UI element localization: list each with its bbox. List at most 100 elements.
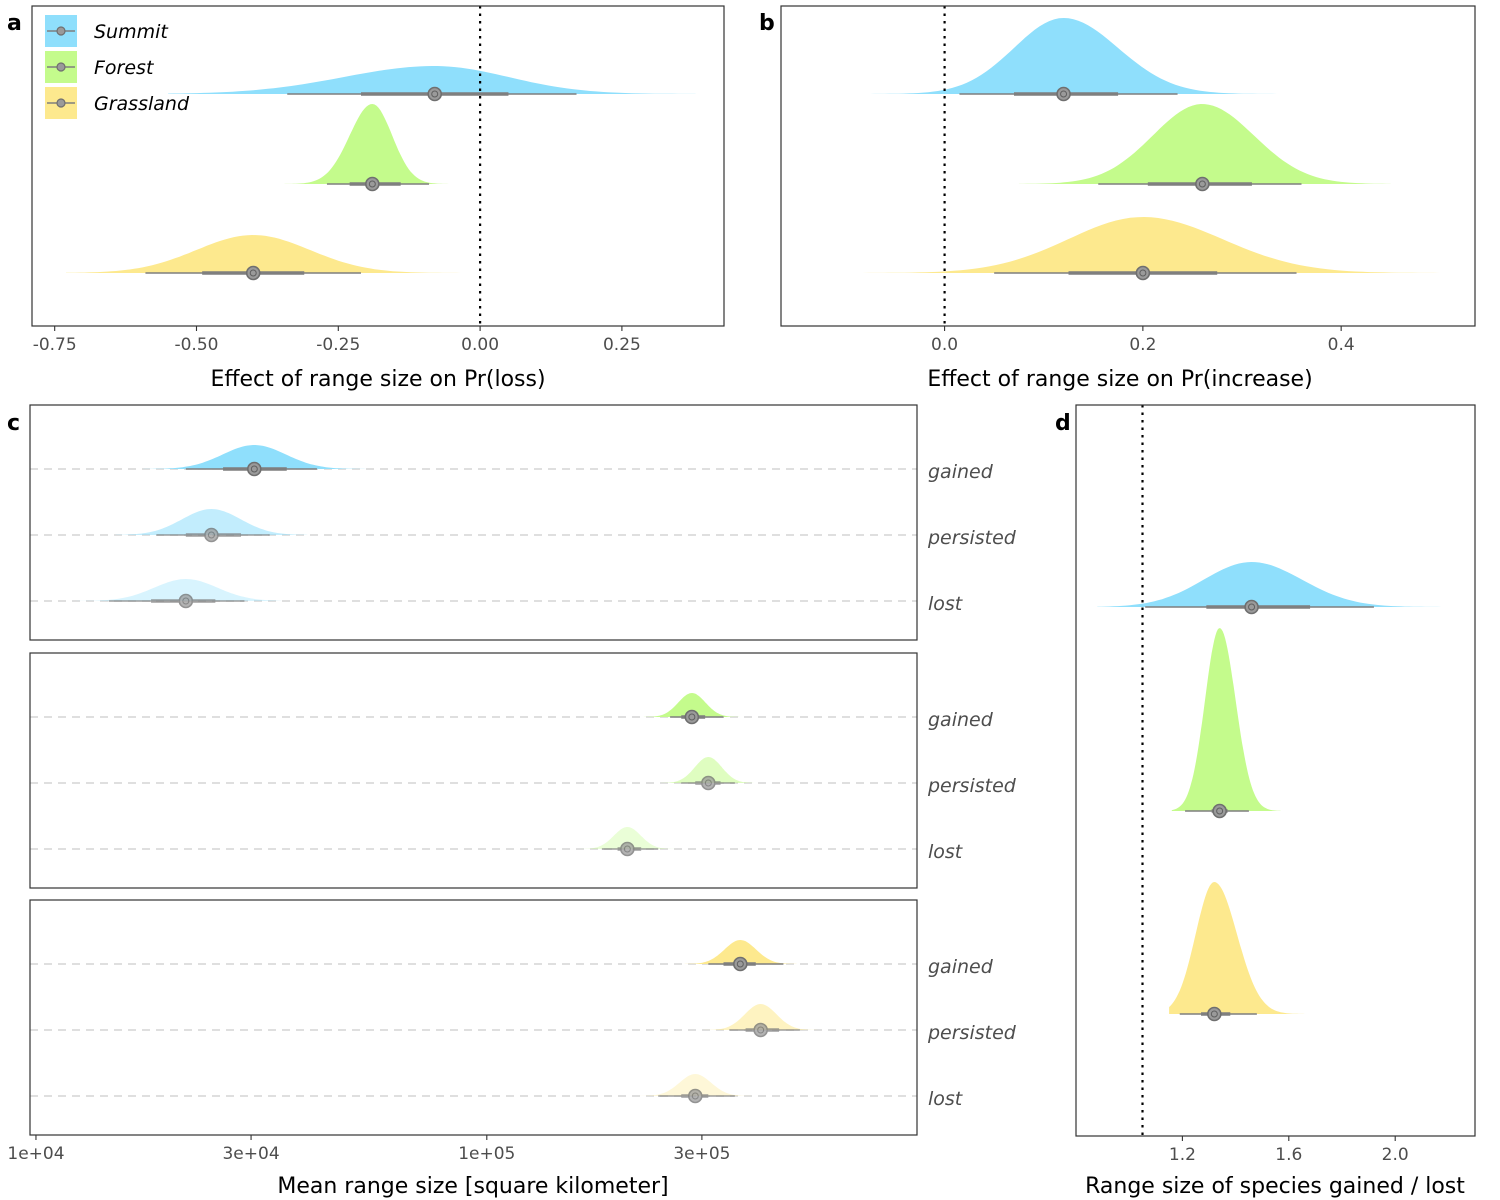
panel-c-row-label-lost: lost [928, 1088, 964, 1110]
panel-d-density-forest [1171, 628, 1281, 811]
panel-c-density-forest-gained [641, 693, 743, 717]
panel-c-x-tick-label: 3e+04 [222, 1144, 279, 1164]
panel-b-x-axis: 0.0 0.2 0.4 [931, 326, 1355, 355]
panel-d-grassland-median-point [1207, 1006, 1222, 1022]
panel-c-facet-frame [29, 652, 918, 889]
panel-d-grassland-median-dot [1210, 1010, 1218, 1018]
panel-c-interval-group [156, 527, 270, 543]
panel-a-density-forest [281, 104, 464, 184]
panel-a-x-tick-label: -0.25 [316, 335, 360, 355]
panel-d-forest-median-point [1212, 803, 1227, 819]
panel-c-interval-group [185, 461, 317, 477]
panel-b-forest-median-point [1195, 176, 1210, 192]
panel-a-plot-area [66, 6, 696, 326]
panel-label-c: c [7, 411, 20, 436]
panel-label-d: d [1055, 411, 1071, 436]
panel-c-summit-lost-median-point [178, 593, 194, 609]
panel-c-x-tick-label: 3e+05 [673, 1144, 730, 1164]
panel-a-density-grassland [66, 235, 475, 273]
panel-b-forest-median-dot [1198, 180, 1206, 188]
panel-c-x-axis-title: Mean range size [square kilometer] [277, 1174, 668, 1199]
panel-c-grassland-gained-median-point [732, 956, 748, 972]
panel-c-forest-lost-median-point [620, 841, 635, 857]
legend: Summit Forest Grassland [45, 15, 190, 119]
panel-d-density-grassland [1169, 882, 1305, 1014]
panel-c: gainedpersistedlostgainedpersistedlostga… [7, 404, 1017, 1199]
panel-c-facet-frame [29, 899, 918, 1136]
legend-label: Grassland [94, 93, 190, 115]
panel-c-forest-lost-median-dot [623, 845, 631, 853]
panel-d-x-tick-label: 1.6 [1275, 1145, 1302, 1165]
panel-c-summit-persisted-median-dot [207, 531, 215, 539]
panel-a-x-tick-label: -0.75 [33, 335, 77, 355]
panel-b-density-summit [855, 18, 1292, 94]
panel-b-frame [780, 5, 1476, 327]
panel-a-frame [31, 5, 725, 327]
panel-a-grassland-median-point [245, 265, 261, 281]
panel-b-x-tick-label: 0.4 [1328, 335, 1355, 355]
panel-c-interval-group [708, 956, 784, 972]
panel-c-facet-forest: gained persisted lost [29, 652, 1017, 889]
panel-c-forest-persisted-median-dot [704, 779, 712, 787]
panel-b-x-tick-label: 0.0 [931, 335, 958, 355]
panel-d-x-axis-title: Range size of species gained / lost [1085, 1174, 1465, 1199]
legend-key-point [56, 62, 66, 72]
panel-c-grassland-lost-median-dot [691, 1092, 699, 1100]
panel-b-density-grassland [805, 217, 1441, 273]
panel-c-row-label-persisted: persisted [927, 1022, 1017, 1044]
panel-b-grassland-median-point [1135, 265, 1151, 281]
panel-c-density-summit-gained [139, 445, 367, 469]
legend-label: Forest [94, 57, 155, 79]
panel-c-grassland-lost-median-point [687, 1088, 703, 1104]
legend-entry-grassland: Grassland [45, 87, 190, 119]
panel-label-a: a [7, 11, 22, 36]
panel-b-grassland-median-dot [1139, 269, 1147, 277]
panel-c-row-label-lost: lost [928, 841, 964, 863]
panel-a-density-summit [168, 66, 696, 94]
panel-d-plot-area [1097, 405, 1462, 1136]
panel-c-density-summit-lost [54, 579, 282, 601]
panel-b-x-tick-label: 0.2 [1129, 335, 1156, 355]
panel-c-interval-group [681, 775, 735, 791]
panel-c-interval-group [108, 593, 245, 609]
panel-c-grassland-persisted-median-dot [757, 1026, 765, 1034]
panel-c-density-grassland-persisted [701, 1004, 841, 1030]
panel-a-summit-median-dot [431, 90, 439, 98]
panel-a-x-axis-title: Effect of range size on Pr(loss) [210, 367, 545, 392]
panel-c-interval-group [729, 1022, 800, 1038]
panel-d-frame [1075, 404, 1476, 1137]
panel-c-row-label-gained: gained [928, 956, 994, 978]
panel-c-grassland-persisted-median-point [753, 1022, 768, 1038]
panel-b: 0.0 0.2 0.4 Effect of range size on Pr(inc… [780, 5, 1476, 392]
panel-d-x-axis: 1.2 1.6 2.0 [1169, 1136, 1409, 1165]
panel-label-b: b [759, 11, 775, 36]
panel-c-forest-gained-median-point [684, 709, 700, 725]
panel-c-density-grassland-gained [673, 940, 825, 964]
panel-d-x-tick-label: 2.0 [1382, 1145, 1409, 1165]
legend-key-point [56, 98, 66, 108]
panel-c-density-forest-persisted [658, 757, 754, 783]
panel-c-forest-gained-median-dot [688, 713, 696, 721]
panel-c-x-axis: 1e+04 3e+04 1e+05 3e+05 [7, 1135, 730, 1164]
panel-c-density-grassland-lost [622, 1074, 768, 1096]
panel-d-x-tick-label: 1.2 [1169, 1145, 1196, 1165]
panel-c-plot-area: gainedpersistedlostgainedpersistedlostga… [29, 404, 1017, 1136]
panel-b-plot-area [805, 6, 1441, 326]
panel-b-summit-median-point [1056, 86, 1071, 102]
legend-entry-forest: Forest [45, 51, 155, 83]
panel-d-summit-median-dot [1248, 603, 1256, 611]
panel-c-interval-group [670, 709, 724, 725]
panel-c-facet-frame [29, 404, 918, 641]
panel-a-x-tick-label: -0.50 [174, 335, 218, 355]
panel-c-facet-summit: gained persisted lost [29, 404, 1017, 641]
panel-c-density-forest-lost [578, 827, 682, 849]
panel-d: 1.2 1.6 2.0 Range size of species gained /… [1075, 404, 1476, 1199]
panel-c-summit-gained-median-dot [250, 465, 258, 473]
legend-key-point [56, 26, 66, 36]
panel-a-x-axis: -0.75 -0.50 -0.25 0.00 0.25 [33, 326, 641, 355]
panel-c-summit-gained-median-point [247, 461, 262, 477]
panel-b-x-axis-title: Effect of range size on Pr(increase) [927, 367, 1312, 392]
panel-d-summit-median-point [1244, 599, 1259, 615]
panel-c-row-label-persisted: persisted [927, 527, 1017, 549]
panel-c-x-tick-label: 1e+04 [7, 1144, 64, 1164]
